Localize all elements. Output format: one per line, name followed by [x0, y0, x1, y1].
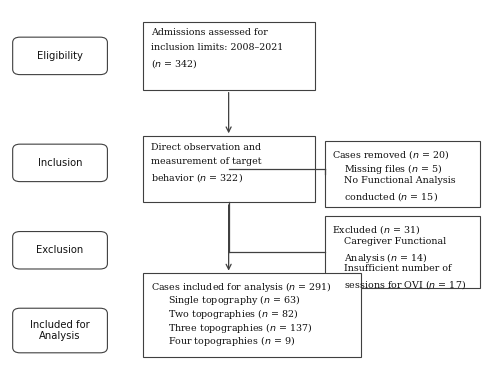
Text: Exclusion: Exclusion: [36, 245, 84, 255]
Text: Direct observation and: Direct observation and: [152, 143, 262, 151]
Text: Excluded ($n$ = 31): Excluded ($n$ = 31): [332, 223, 420, 236]
Text: Caregiver Functional: Caregiver Functional: [344, 237, 446, 246]
Text: Three topographies ($n$ = 137): Three topographies ($n$ = 137): [168, 320, 313, 335]
Bar: [325, 216, 480, 288]
Bar: [142, 22, 315, 90]
Text: conducted ($n$ = 15): conducted ($n$ = 15): [344, 190, 438, 203]
Text: ($n$ = 342): ($n$ = 342): [152, 57, 198, 70]
Text: Single topography ($n$ = 63): Single topography ($n$ = 63): [168, 293, 301, 307]
Text: Analysis ($n$ = 14): Analysis ($n$ = 14): [344, 251, 428, 265]
Text: Admissions assessed for: Admissions assessed for: [152, 28, 268, 38]
Bar: [142, 136, 315, 202]
FancyBboxPatch shape: [12, 37, 108, 74]
FancyBboxPatch shape: [12, 144, 108, 182]
FancyBboxPatch shape: [12, 308, 108, 353]
Bar: [325, 142, 480, 207]
Text: Insufficient number of: Insufficient number of: [344, 264, 452, 273]
Text: behavior ($n$ = 322): behavior ($n$ = 322): [152, 171, 244, 184]
FancyBboxPatch shape: [12, 231, 108, 269]
Text: Four topographies ($n$ = 9): Four topographies ($n$ = 9): [168, 334, 296, 348]
Text: sessions for OVI ($n$ = 17): sessions for OVI ($n$ = 17): [344, 278, 467, 291]
Text: Cases removed ($n$ = 20): Cases removed ($n$ = 20): [332, 148, 449, 161]
Text: Inclusion: Inclusion: [38, 158, 82, 168]
Text: Eligibility: Eligibility: [37, 51, 83, 61]
Text: Cases included for analysis ($n$ = 291): Cases included for analysis ($n$ = 291): [152, 280, 332, 294]
Text: inclusion limits: 2008–2021: inclusion limits: 2008–2021: [152, 43, 284, 52]
Bar: [142, 273, 362, 357]
Text: Included for
Analysis: Included for Analysis: [30, 320, 90, 341]
Text: Missing files ($n$ = 5): Missing files ($n$ = 5): [344, 162, 443, 176]
Text: measurement of target: measurement of target: [152, 157, 262, 166]
Text: Two topographies ($n$ = 82): Two topographies ($n$ = 82): [168, 307, 299, 321]
Text: No Functional Analysis: No Functional Analysis: [344, 176, 456, 185]
